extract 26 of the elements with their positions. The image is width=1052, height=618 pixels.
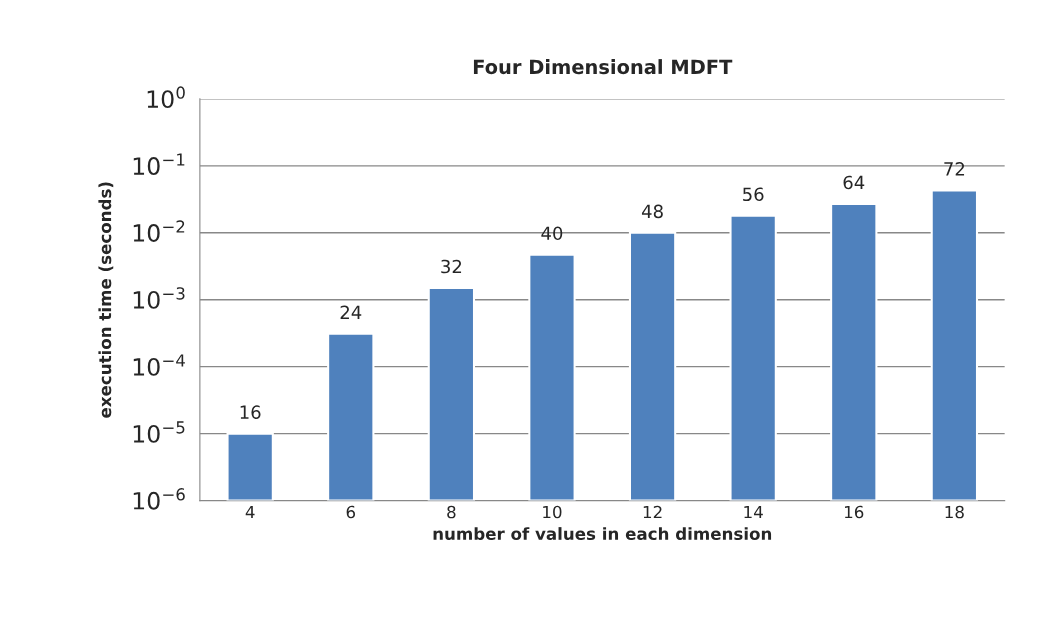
- annotation: 64: [843, 175, 865, 190]
- chart-title: Four Dimensional MDFT: [473, 59, 733, 75]
- y-tick-label: 10$^{−2}$: [133, 220, 185, 242]
- x-tick-label: 6: [346, 505, 356, 519]
- x-tick-label: 10: [543, 505, 562, 519]
- annotation: 56: [743, 187, 764, 202]
- x-tick-label: 18: [945, 505, 964, 519]
- annotation: 24: [340, 305, 362, 319]
- x-tick-label: 14: [744, 505, 763, 519]
- y-tick-label: 10$^{−1}$: [133, 153, 185, 175]
- y-tick-label: 10$^{−4}$: [133, 354, 185, 376]
- y-axis-title: execution time (seconds): [98, 182, 114, 418]
- annotation: 48: [641, 204, 663, 219]
- y-tick-label: 10$^{0}$: [147, 86, 185, 109]
- annotation: 16: [240, 405, 261, 420]
- x-tick-label: 4: [245, 505, 255, 519]
- y-tick-label: 10$^{−6}$: [133, 488, 185, 510]
- x-tick-label: 16: [844, 505, 864, 519]
- annotation: 32: [441, 259, 462, 274]
- annotation: 40: [541, 226, 563, 241]
- annotation: 72: [944, 162, 965, 176]
- y-tick-label: 10$^{−5}$: [133, 421, 185, 443]
- x-tick-label: 12: [643, 505, 662, 519]
- x-tick-label: 8: [447, 505, 456, 519]
- y-tick-label: 10$^{−3}$: [133, 287, 185, 309]
- x-axis-title: number of values in each dimension: [433, 527, 772, 541]
